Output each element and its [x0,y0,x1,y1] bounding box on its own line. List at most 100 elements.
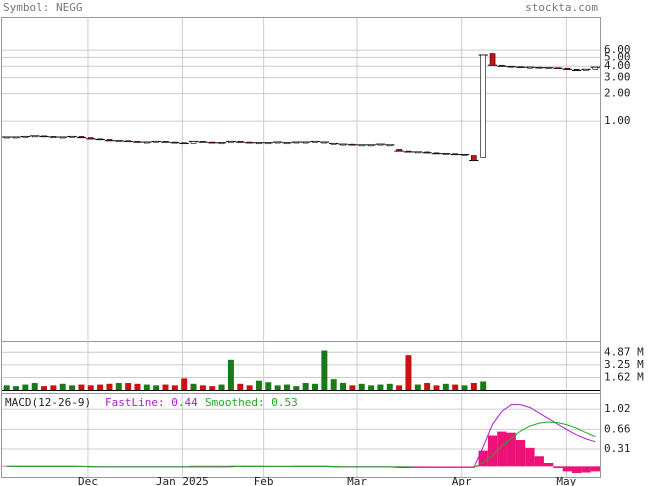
volume-bar [190,383,197,390]
histogram-bar [459,466,470,467]
candle-body [396,149,402,152]
volume-bar [330,379,337,390]
candle-body [480,54,487,158]
candle-body [461,154,468,156]
candle-body [200,141,206,143]
volume-bar [209,386,216,390]
volume-bar [405,355,412,390]
y-tick-label: 1.02 [604,402,631,415]
candle-body [405,150,412,153]
candle-body [555,67,561,70]
candle-body [517,66,524,69]
candle-body [433,152,440,155]
histogram-bar [506,432,516,467]
histogram-bar [188,465,199,467]
legend-entry: Smoothed: 0.53 [205,396,298,409]
volume-bar [181,378,188,390]
y-tick-label: 2.00 [604,87,631,100]
volume-bar [78,384,85,390]
volume-bar [368,385,375,390]
volume-bar [396,385,403,390]
x-tick-label: Apr [452,475,472,486]
candle-body [78,136,85,138]
candle-body [153,141,159,143]
histogram-bar [216,465,227,467]
candle-body [144,141,150,144]
volume-bar [442,383,449,390]
volume-bar [321,350,328,390]
candle-body [312,141,318,143]
candle-body [508,65,515,68]
volume-bar [69,385,76,390]
histogram-bar [422,466,432,467]
candle-body [340,143,346,146]
volume-bar [97,384,104,390]
y-tick-label: 3.00 [604,71,631,84]
candle-body [209,141,216,144]
histogram-bar [581,466,591,473]
candle-body [125,140,131,143]
histogram-bar [562,466,572,472]
candle-body [564,67,571,70]
volume-bar [414,384,421,390]
candle-body [527,66,533,69]
y-tick-label: 4.87 M [604,345,644,358]
volume-bar [293,386,300,390]
candle-body [302,141,309,144]
histogram-bar [441,466,451,467]
volume-bar [358,383,365,390]
volume-bar [87,385,94,390]
candle-body [97,138,103,141]
candle-body [489,53,496,66]
candle-body [265,142,272,145]
candle-body [218,142,225,145]
volume-bar [143,384,150,390]
volume-bar [312,383,319,390]
candle-body [13,136,19,139]
candle-body [181,142,188,145]
volume-bar [461,385,468,390]
histogram-bar [553,466,563,469]
candle-body [349,143,356,146]
volume-bar [50,385,57,390]
candle-body [59,136,66,139]
symbol: Symbol: NEGG [3,1,82,14]
histogram-bar [207,465,217,467]
volume-bar [265,382,272,390]
histogram-bar [515,439,526,467]
volume-bar [171,385,178,390]
y-tick-label: 1.00 [604,114,631,127]
candle-body [545,67,552,70]
candle-body [162,141,169,143]
x-tick-label: Mar [347,475,367,486]
candle-body [368,144,374,147]
volume-bar [3,385,10,390]
x-tick-label: Feb [254,475,274,486]
volume-bar [283,384,290,390]
volume-bar [153,385,160,390]
legend-entry: FastLine: 0.44 [105,396,198,409]
candle-body [87,137,94,140]
volume-bar [349,385,356,390]
y-tick-label: 5.00 [604,50,631,63]
volume-bar [377,384,384,390]
histogram-bar [525,447,535,467]
histogram-bar [543,462,554,467]
candle-body [414,151,421,154]
histogram-bar [571,466,582,474]
histogram-bar [198,465,208,467]
volume-bar [246,385,253,390]
candle-body [3,136,10,139]
candle-body [31,135,38,138]
candle-body [573,69,580,71]
volume-bar [106,383,113,390]
volume-bar [386,383,393,390]
volume-bar [218,384,225,390]
candle-body [471,155,477,161]
candle-body [592,66,599,70]
candle-body [377,143,384,146]
candle-body [134,141,141,143]
volume-bar [340,383,347,390]
